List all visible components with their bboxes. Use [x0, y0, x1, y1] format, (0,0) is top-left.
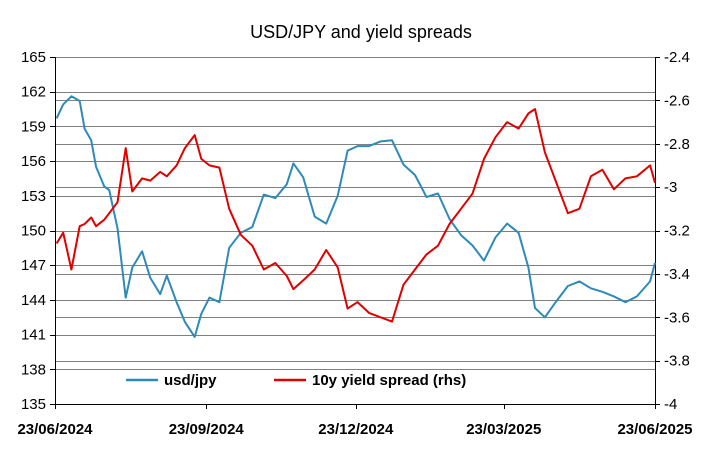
right-tick-label-0: -4: [664, 396, 677, 413]
right-axis-tick-labels: -4 -3.8 -3.6 -3.4 -3.2 -3 -2.8 -2.6 -2.4: [664, 49, 690, 413]
left-axis-tick-labels: 135 138 141 144 147 150 153 156 159 162 165: [21, 49, 46, 413]
series-line-10y-yield-spread-rhs: [55, 108, 656, 323]
legend: usd/jpy 10y yield spread (rhs): [126, 372, 466, 389]
left-tick-label-2: 141: [21, 327, 46, 344]
left-tick-label-3: 144: [21, 292, 46, 309]
x-tick-label-2: 23/12/2024: [318, 421, 394, 438]
right-tick-label-5: -3: [664, 179, 677, 196]
x-axis-tick-labels: 23/06/2024 23/09/2024 23/12/2024 23/03/2025…: [17, 421, 692, 438]
left-tick-label-5: 150: [21, 223, 46, 240]
left-tick-label-6: 153: [21, 188, 46, 205]
gridlines: [55, 57, 655, 370]
axes: [50, 57, 660, 409]
left-tick-label-4: 147: [21, 257, 46, 274]
left-tick-label-7: 156: [21, 153, 46, 170]
series-lines: [55, 95, 656, 338]
series-line-usd-jpy: [55, 95, 656, 338]
right-tick-label-8: -2.4: [664, 49, 690, 66]
right-tick-label-4: -3.2: [664, 223, 690, 240]
chart-title: USD/JPY and yield spreads: [250, 22, 472, 42]
x-tick-label-3: 23/03/2025: [466, 421, 541, 438]
right-tick-label-6: -2.8: [664, 136, 690, 153]
x-tick-label-1: 23/09/2024: [169, 421, 245, 438]
legend-label-0: usd/jpy: [164, 372, 217, 389]
left-tick-label-1: 138: [21, 361, 46, 378]
left-tick-label-8: 159: [21, 118, 46, 135]
right-tick-label-1: -3.8: [664, 353, 690, 370]
right-tick-label-2: -3.6: [664, 309, 690, 326]
left-tick-label-10: 165: [21, 49, 46, 66]
legend-label-1: 10y yield spread (rhs): [312, 372, 466, 389]
x-tick-label-0: 23/06/2024: [17, 421, 93, 438]
right-tick-label-7: -2.6: [664, 92, 690, 109]
x-tick-label-4: 23/06/2025: [617, 421, 692, 438]
left-tick-label-9: 162: [21, 84, 46, 101]
right-tick-label-3: -3.4: [664, 266, 690, 283]
left-tick-label-0: 135: [21, 396, 46, 413]
